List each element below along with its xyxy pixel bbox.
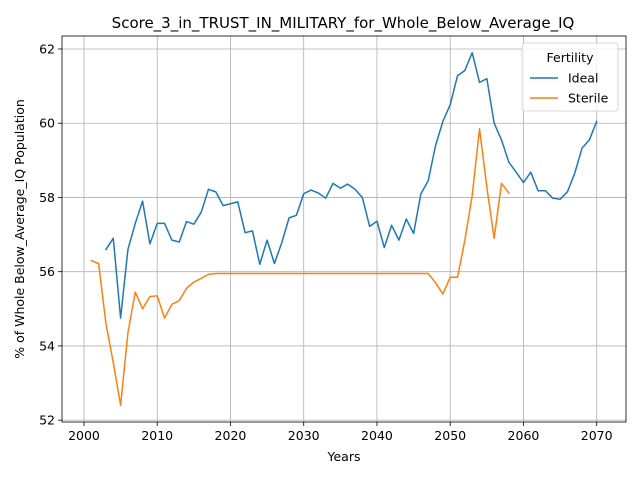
y-tick-label: 56 bbox=[39, 264, 55, 279]
series-line-ideal bbox=[104, 51, 598, 319]
x-axis-label: Years bbox=[327, 449, 361, 464]
y-tick-label: 62 bbox=[39, 41, 55, 56]
legend: Fertility Ideal Sterile bbox=[521, 42, 619, 112]
legend-label-sterile: Sterile bbox=[568, 91, 609, 106]
y-tick-label: 54 bbox=[39, 338, 55, 353]
y-tick-label: 60 bbox=[39, 116, 55, 131]
x-tick-label: 2000 bbox=[68, 428, 100, 443]
series-line-sterile bbox=[90, 128, 510, 407]
legend-label-ideal: Ideal bbox=[568, 71, 598, 86]
series-lines bbox=[90, 51, 598, 407]
chart-title: Score_3_in_TRUST_IN_MILITARY_for_Whole_B… bbox=[112, 14, 575, 33]
x-tick-label: 2040 bbox=[361, 428, 393, 443]
legend-box bbox=[521, 42, 619, 112]
y-axis-ticks: 52 54 56 58 60 62 bbox=[39, 41, 62, 428]
plot-frame bbox=[61, 35, 627, 423]
x-tick-label: 2020 bbox=[215, 428, 247, 443]
x-axis-ticks: 2000 2010 2020 2030 2040 2050 2060 2070 bbox=[68, 422, 613, 443]
x-tick-label: 2060 bbox=[508, 428, 540, 443]
x-tick-label: 2070 bbox=[581, 428, 613, 443]
y-tick-label: 58 bbox=[39, 190, 55, 205]
y-tick-label: 52 bbox=[39, 413, 55, 428]
x-tick-label: 2010 bbox=[141, 428, 173, 443]
x-tick-label: 2030 bbox=[288, 428, 320, 443]
legend-title: Fertility bbox=[547, 50, 595, 65]
x-tick-label: 2050 bbox=[434, 428, 466, 443]
y-axis-label: % of Whole Below_Average_IQ Population bbox=[12, 99, 27, 359]
